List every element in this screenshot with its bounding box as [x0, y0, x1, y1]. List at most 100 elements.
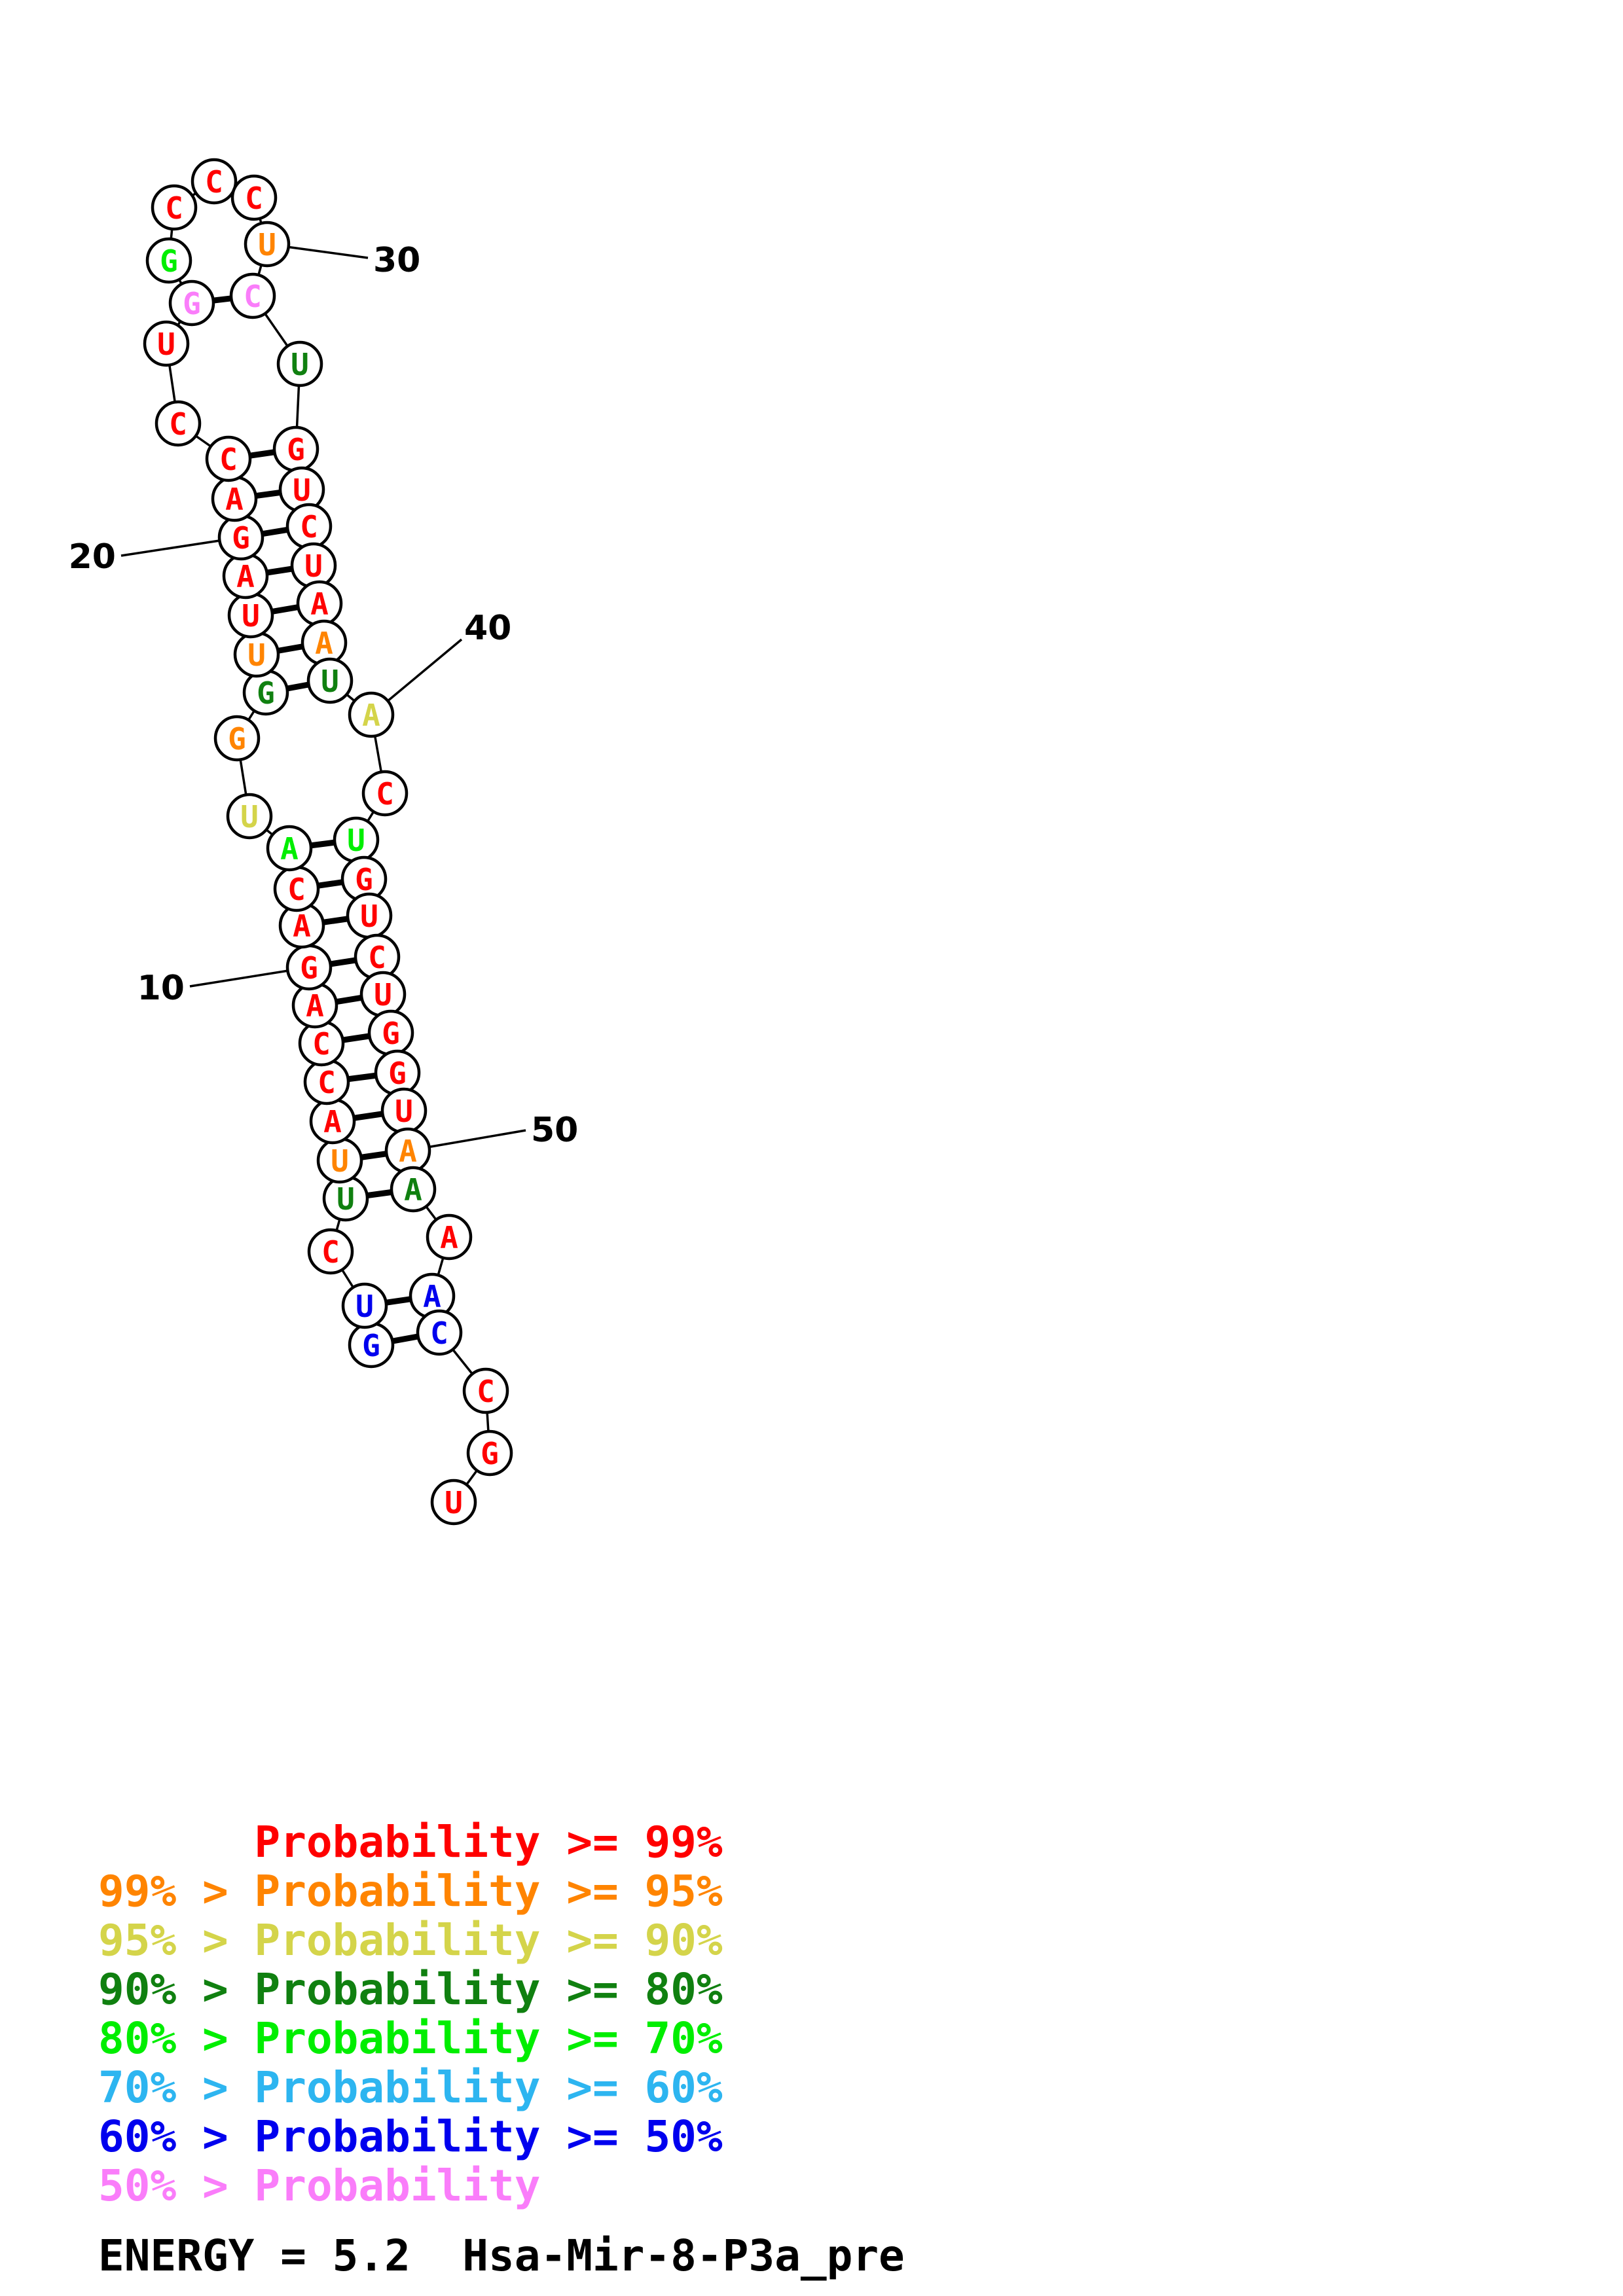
nucleotide-circle — [348, 691, 395, 738]
nucleotide-letter: C — [321, 1234, 340, 1270]
nucleotide-letter: U — [360, 899, 378, 934]
nucleotide-letter: A — [404, 1172, 422, 1208]
nucleotide-letter: A — [323, 1104, 342, 1139]
nucleotide-letter: A — [236, 559, 255, 594]
nucleotide-letter: A — [293, 908, 311, 944]
nucleotide-letter: C — [219, 442, 238, 477]
nucleotide-U17: U — [233, 631, 280, 678]
nucleotide-G47: G — [367, 1009, 414, 1056]
nucleotide-A9: A — [291, 982, 338, 1029]
nucleotide-letter: G — [362, 1328, 380, 1363]
legend-row: 90% > Probability >= 80% — [98, 1964, 723, 2015]
nucleotide-A52: A — [426, 1213, 473, 1261]
legend-row: 50% > Probability — [98, 2161, 541, 2211]
nucleotide-U39: U — [306, 657, 354, 704]
nucleotide-circle — [266, 825, 313, 872]
nucleotide-letter: A — [362, 698, 380, 733]
nucleotide-letter: G — [183, 286, 201, 321]
nucleotide-U36: U — [290, 542, 337, 589]
nucleotide-C35: C — [285, 503, 333, 550]
nucleotide-C7: C — [303, 1058, 350, 1105]
nucleotide-circle — [244, 221, 291, 268]
nucleotide-letter: C — [312, 1026, 331, 1062]
nucleotide-A6: A — [309, 1098, 356, 1145]
nucleotide-letter: G — [160, 243, 178, 279]
nucleotide-circle — [205, 435, 252, 482]
nucleotide-G25: G — [168, 279, 215, 327]
nucleotide-letter: C — [165, 190, 183, 226]
nucleotide-letter: A — [310, 586, 329, 622]
nucleotide-circle — [426, 1213, 473, 1261]
nucleotide-circle — [155, 400, 202, 447]
nucleotide-circle — [213, 715, 261, 762]
nucleotide-letter: U — [331, 1143, 349, 1179]
nucleotide-letter: U — [395, 1094, 413, 1129]
nucleotide-circle — [307, 1228, 354, 1275]
nucleotide-A50: A — [384, 1127, 431, 1174]
nucleotide-circle — [230, 174, 278, 221]
nucleotide-C8: C — [298, 1020, 345, 1067]
legend-row: 60% > Probability >= 50% — [98, 2111, 723, 2162]
nucleotide-letter: A — [315, 626, 333, 661]
nucleotide-G1: G — [348, 1321, 395, 1369]
nucleotide-circle — [168, 279, 215, 327]
nucleotide-U18: U — [227, 592, 274, 639]
legend: Probability >= 99% 99% > Probability >= 9… — [98, 1818, 723, 2210]
nucleotide-U2: U — [341, 1282, 388, 1329]
nucleotide-letter: G — [228, 721, 246, 757]
nucleotide-letter: U — [321, 664, 339, 699]
nucleotide-letter: U — [445, 1485, 463, 1520]
nucleotide-letter: G — [232, 520, 250, 556]
nucleotide-A19: A — [222, 552, 269, 600]
nucleotide-C29: C — [230, 174, 278, 221]
nucleotide-G26: G — [145, 237, 192, 284]
nucleotide-C45: C — [354, 933, 401, 980]
nucleotide-circle — [462, 1367, 509, 1414]
nucleotide-letter: C — [245, 181, 263, 216]
nucleotide-A51: A — [390, 1166, 437, 1213]
nucleotide-U44: U — [346, 892, 393, 939]
nucleotide-U57: U — [430, 1479, 477, 1526]
nucleotide-A40: A — [348, 691, 395, 738]
nucleotide-circle — [229, 272, 276, 319]
nucleotide-letter: C — [368, 940, 386, 975]
nucleotide-A13: A — [266, 825, 313, 872]
nucleotide-letter: U — [293, 473, 311, 508]
nucleotide-letter: G — [257, 675, 275, 711]
nucleotide-letter: A — [225, 482, 244, 517]
nucleotide-C12: C — [273, 865, 320, 912]
nucleotide-U30: U — [244, 221, 291, 268]
nucleotide-C55: C — [462, 1367, 509, 1414]
nucleotide-circle — [430, 1479, 477, 1526]
nucleotide-G33: G — [272, 425, 319, 473]
nucleotide-circle — [226, 793, 273, 840]
nucleotide-G56: G — [466, 1429, 513, 1477]
nucleotide-G10: G — [285, 944, 333, 991]
nucleotide-G20: G — [217, 514, 264, 561]
nucleotide-C23: C — [155, 400, 202, 447]
nucleotide-A21: A — [211, 475, 258, 522]
legend-row: 95% > Probability >= 90% — [98, 1915, 723, 1965]
legend-row: 99% > Probability >= 95% — [98, 1866, 723, 1916]
nucleotide-letter: C — [477, 1374, 495, 1409]
nucleotide-C22: C — [205, 435, 252, 482]
nucleotide-letter: G — [287, 432, 305, 467]
nucleotide-C54: C — [416, 1309, 463, 1356]
nucleotide-circle — [145, 237, 192, 284]
nucleotide-letter: U — [337, 1181, 355, 1217]
nucleotide-circle — [276, 340, 323, 387]
nucleotide-letter: U — [291, 347, 309, 382]
legend-row: Probability >= 99% — [98, 1817, 723, 1867]
nucleotide-letter: U — [347, 823, 365, 858]
nucleotide-letter: C — [169, 406, 187, 442]
nucleotide-letter: U — [242, 598, 260, 634]
nucleotide-letter: G — [382, 1016, 400, 1051]
nucleotide-circle — [191, 158, 238, 205]
nucleotide-G48: G — [374, 1049, 421, 1096]
nucleotide-letter: A — [440, 1220, 458, 1255]
nucleotide-letter: C — [287, 872, 306, 907]
nucleotide-G15: G — [213, 715, 261, 762]
nucleotide-letter: A — [423, 1279, 441, 1314]
